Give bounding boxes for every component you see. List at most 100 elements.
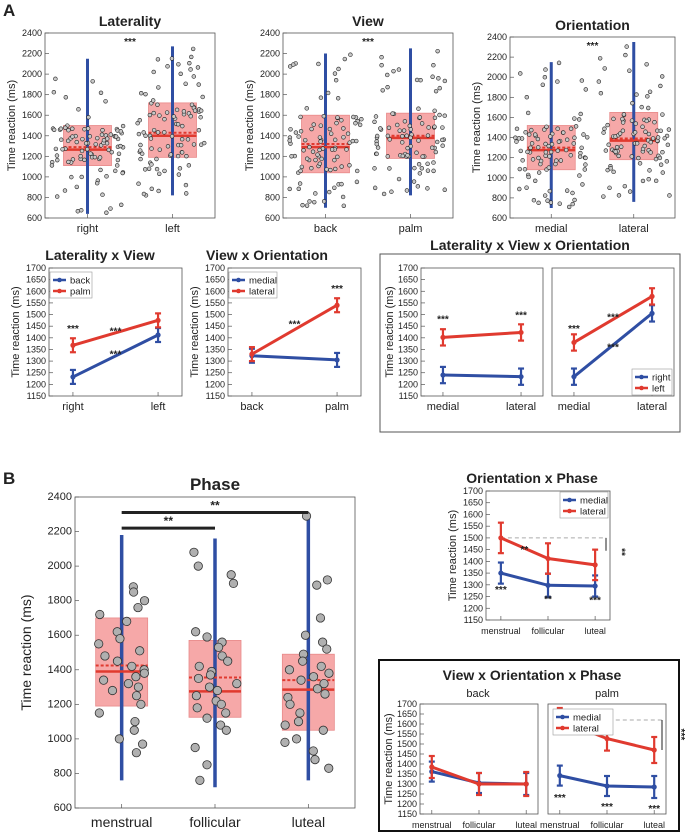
data-point [535, 136, 541, 142]
data-point [85, 126, 91, 131]
data-point [135, 646, 145, 656]
y-tick-label: 2400 [22, 28, 42, 38]
data-point [621, 112, 627, 117]
data-point [296, 186, 301, 192]
data-point [387, 166, 392, 171]
data-point [340, 194, 346, 200]
data-point [555, 79, 560, 84]
data-point [164, 110, 170, 115]
data-point [573, 124, 579, 129]
data-point [518, 148, 523, 154]
data-point [108, 206, 113, 211]
data-point [602, 126, 607, 131]
data-point [204, 682, 215, 692]
y-tick-label: 1400 [487, 133, 507, 143]
data-point [529, 127, 534, 133]
series-line-medial [251, 354, 338, 362]
data-point [653, 178, 659, 184]
data-point [579, 78, 585, 83]
data-point [322, 644, 332, 654]
y-tick-label: 1500 [397, 739, 417, 749]
data-point [53, 76, 58, 82]
data-point [324, 763, 334, 773]
y-tick-label: 1450 [398, 321, 418, 331]
data-point [162, 130, 167, 135]
y-tick-label: 1200 [397, 799, 417, 809]
data-point [213, 642, 224, 652]
data-point [523, 781, 529, 787]
data-point [658, 128, 663, 133]
significance-label: *** [554, 793, 566, 804]
data-point [334, 302, 340, 308]
y-tick-label: 1150 [206, 391, 225, 401]
data-point [285, 699, 295, 709]
data-point [557, 201, 562, 206]
data-point [578, 111, 583, 117]
data-point [120, 123, 126, 129]
data-point [154, 156, 159, 162]
data-point [99, 132, 105, 137]
data-point [147, 112, 153, 118]
series-line-lateral [251, 303, 338, 356]
data-point [341, 135, 346, 140]
data-point [353, 121, 358, 126]
data-point [298, 114, 303, 120]
panel-subtitle: palm [595, 688, 619, 700]
y-tick-label: 1650 [205, 275, 225, 285]
data-point [555, 126, 560, 131]
data-point [187, 60, 192, 66]
plots-layer: Laterality 600 800 1000 1200 1400 1600 1800 2000… [6, 13, 685, 832]
y-tick-label: 1200 [22, 151, 42, 161]
data-point [344, 147, 349, 152]
chart-lat_view: 1150120012501300135014001450150015501600… [10, 263, 183, 413]
data-point [325, 90, 331, 96]
y-tick-label: 1650 [397, 709, 417, 719]
x-tick-label: medial [558, 401, 590, 413]
data-point [100, 192, 105, 197]
data-point [297, 181, 303, 186]
data-point [414, 150, 419, 155]
y-tick-label: 1600 [22, 110, 42, 120]
data-point [300, 202, 305, 208]
x-tick-label: palm [325, 401, 349, 413]
data-point [401, 128, 407, 133]
data-point [396, 67, 402, 72]
data-point [437, 85, 442, 91]
data-point [408, 144, 413, 149]
data-point [179, 136, 185, 142]
data-point [339, 118, 344, 123]
data-point [662, 136, 667, 141]
data-point [357, 122, 363, 128]
y-tick-label: 1300 [205, 356, 225, 366]
data-point [60, 147, 65, 152]
legend-label: left [652, 384, 665, 395]
y-tick-label: 1000 [48, 733, 72, 745]
data-point [355, 168, 360, 174]
data-point [374, 151, 379, 157]
x-tick-label: follicular [531, 626, 564, 636]
significance-label: *** [437, 315, 449, 326]
data-point [334, 120, 339, 126]
data-point [54, 153, 60, 158]
data-point [604, 736, 610, 742]
data-point [660, 170, 665, 175]
data-point [149, 146, 154, 151]
data-point [640, 124, 645, 129]
chart-title: Laterality x View x Orientation [430, 237, 630, 253]
data-point [536, 145, 541, 150]
x-tick-label: left [165, 223, 180, 235]
data-point [440, 125, 445, 130]
data-point [333, 78, 339, 83]
data-point [184, 153, 189, 159]
data-point [133, 682, 144, 692]
data-point [332, 71, 338, 76]
y-tick-label: 1650 [463, 498, 483, 508]
y-tick-label: 1400 [22, 131, 42, 141]
data-point [592, 583, 598, 589]
data-point [425, 168, 431, 173]
y-tick-label: 2000 [48, 560, 72, 572]
data-point [192, 703, 202, 713]
data-point [548, 200, 554, 205]
legend-box [552, 708, 614, 736]
data-point [527, 132, 532, 137]
